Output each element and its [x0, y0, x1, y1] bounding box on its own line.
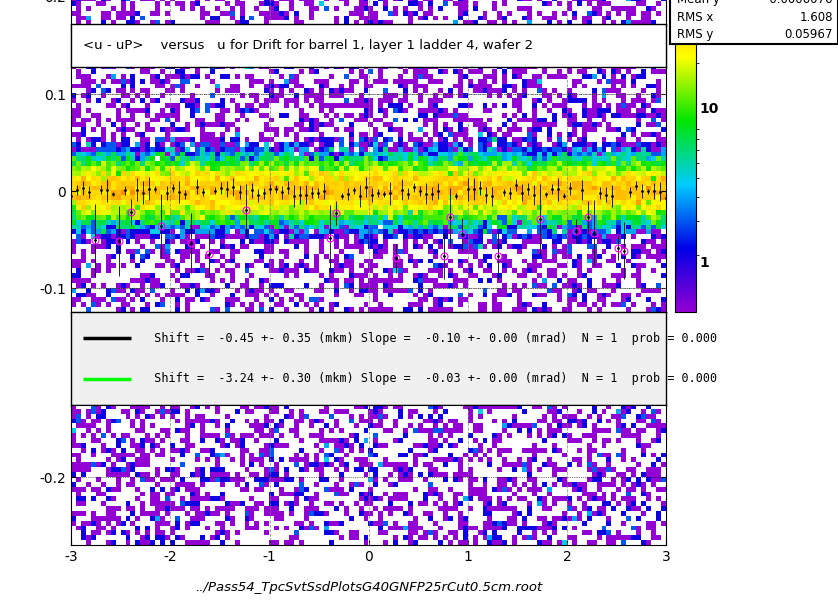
Text: 0.05967: 0.05967: [784, 28, 833, 41]
Text: 1: 1: [700, 256, 710, 270]
Text: RMS x: RMS x: [677, 11, 713, 24]
Text: Mean y: Mean y: [677, 0, 720, 6]
Text: Shift =  -0.45 +- 0.35 (mkm) Slope =  -0.10 +- 0.00 (mrad)  N = 1  prob = 0.000: Shift = -0.45 +- 0.35 (mkm) Slope = -0.1…: [140, 331, 716, 345]
Text: ../Pass54_TpcSvtSsdPlotsG40GNFP25rCut0.5cm.root: ../Pass54_TpcSvtSsdPlotsG40GNFP25rCut0.5…: [195, 581, 542, 594]
Text: RMS y: RMS y: [677, 28, 713, 41]
Text: -0.0006076: -0.0006076: [765, 0, 833, 6]
Text: 10: 10: [700, 102, 719, 116]
Text: 1.608: 1.608: [799, 11, 833, 24]
Text: Shift =  -3.24 +- 0.30 (mkm) Slope =  -0.03 +- 0.00 (mrad)  N = 1  prob = 0.000: Shift = -3.24 +- 0.30 (mkm) Slope = -0.0…: [140, 372, 716, 385]
Text: <u - uP>    versus   u for Drift for barrel 1, layer 1 ladder 4, wafer 2: <u - uP> versus u for Drift for barrel 1…: [83, 39, 533, 52]
